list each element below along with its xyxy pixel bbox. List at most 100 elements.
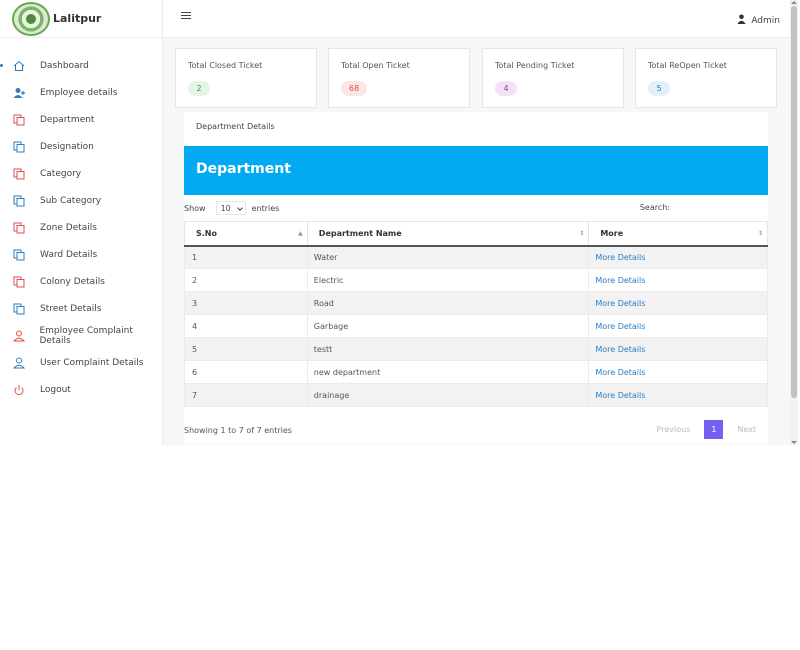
cell-department-name: drainage: [306, 383, 590, 407]
cell-sno: 7: [184, 383, 308, 407]
sidebar-item-label: Category: [40, 168, 82, 179]
stat-card-open: Total Open Ticket 68: [328, 48, 470, 108]
next-page-button[interactable]: Next: [737, 425, 756, 434]
column-header-label: S.No: [196, 228, 217, 238]
stat-badge: 68: [341, 81, 368, 96]
column-header-more[interactable]: More ⇕: [588, 221, 768, 247]
copy-icon: [12, 302, 26, 316]
entries-select[interactable]: 10: [215, 201, 246, 215]
person-icon: [12, 329, 25, 343]
stat-title: Total Open Ticket: [341, 61, 410, 70]
sidebar-item-ward-details[interactable]: Ward Details: [0, 241, 162, 268]
sidebar-item-department[interactable]: Department: [0, 106, 162, 133]
sidebar-item-designation[interactable]: Designation: [0, 133, 162, 160]
topbar: Admin: [163, 0, 790, 38]
cell-department-name: Electric: [306, 268, 590, 292]
user-menu[interactable]: Admin: [737, 14, 780, 27]
sidebar-item-logout[interactable]: Logout: [0, 376, 162, 403]
sidebar-item-label: Logout: [40, 384, 71, 395]
stat-badge: 4: [495, 81, 517, 96]
table-row: 2 Electric More Details: [184, 268, 768, 292]
copy-icon: [12, 140, 26, 154]
table-search: Search:: [640, 199, 768, 215]
cell-department-name: new department: [306, 360, 590, 384]
sidebar-item-label: Department: [40, 114, 95, 125]
scrollbar-thumb[interactable]: [791, 6, 797, 398]
stat-card-pending: Total Pending Ticket 4: [482, 48, 624, 108]
sidebar-item-user-complaint-details[interactable]: User Complaint Details: [0, 349, 162, 376]
sort-icon: ⇕: [757, 230, 763, 237]
copy-icon: [12, 221, 26, 235]
sidebar-item-label: Dashboard: [40, 60, 89, 71]
copy-icon: [12, 113, 26, 127]
scroll-up-icon[interactable]: [791, 1, 797, 4]
stat-badge: 2: [188, 81, 210, 96]
page-scrollbar[interactable]: [790, 0, 798, 445]
more-details-link[interactable]: More Details: [595, 298, 646, 308]
column-header-sno[interactable]: S.No ▲: [184, 221, 308, 247]
entries-label: entries: [251, 203, 280, 213]
panel-banner: Department: [184, 146, 768, 195]
column-header-label: Department Name: [318, 228, 402, 238]
more-details-link[interactable]: More Details: [595, 275, 646, 285]
app-shell: Lalitpur Dashboard Employee details: [0, 0, 790, 445]
stat-card-closed: Total Closed Ticket 2: [175, 48, 317, 108]
page-title: Department: [196, 161, 291, 177]
brand[interactable]: Lalitpur: [0, 0, 162, 38]
copy-icon: [12, 194, 26, 208]
cell-sno: 5: [184, 337, 308, 361]
sidebar-item-sub-category[interactable]: Sub Category: [0, 187, 162, 214]
sidebar-item-street-details[interactable]: Street Details: [0, 295, 162, 322]
table-row: 3 Road More Details: [184, 291, 768, 315]
pagination: Previous 1 Next: [657, 420, 756, 439]
sidebar-item-label: Sub Category: [40, 195, 102, 206]
more-details-link[interactable]: More Details: [595, 321, 646, 331]
table-row: 5 testt More Details: [184, 337, 768, 361]
cell-department-name: testt: [306, 337, 590, 361]
sidebar-item-colony-details[interactable]: Colony Details: [0, 268, 162, 295]
table-header-row: S.No ▲ Department Name ⇕ More ⇕: [184, 221, 768, 247]
table-row: 7 drainage More Details: [184, 383, 768, 407]
sidebar-item-employee-complaint-details[interactable]: Employee Complaint Details: [0, 322, 162, 349]
more-details-link[interactable]: More Details: [595, 367, 646, 377]
person-icon: [12, 356, 26, 370]
copy-icon: [12, 167, 26, 181]
sidebar-item-dashboard[interactable]: Dashboard: [0, 52, 162, 79]
sort-asc-icon: ▲: [298, 230, 303, 237]
sidebar-item-zone-details[interactable]: Zone Details: [0, 214, 162, 241]
sidebar-item-label: Colony Details: [40, 276, 105, 287]
more-details-link[interactable]: More Details: [595, 390, 646, 400]
cell-sno: 6: [184, 360, 308, 384]
menu-toggle-icon[interactable]: [181, 12, 191, 20]
home-icon: [12, 59, 26, 73]
column-header-department-name[interactable]: Department Name ⇕: [306, 221, 590, 247]
sidebar-item-label: Employee Complaint Details: [39, 325, 133, 346]
cell-sno: 1: [184, 245, 308, 269]
page-1-button[interactable]: 1: [704, 420, 724, 439]
sidebar-item-label: Designation: [40, 141, 94, 152]
brand-name: Lalitpur: [53, 12, 102, 25]
breadcrumb: Department Details: [196, 122, 275, 131]
sidebar-item-label: Zone Details: [40, 222, 97, 233]
sidebar-item-employee-details[interactable]: Employee details: [0, 79, 162, 106]
sidebar-item-category[interactable]: Category: [0, 160, 162, 187]
show-label: Show: [184, 203, 206, 213]
sidebar-item-label: Ward Details: [40, 249, 98, 260]
entries-length-control: Show 10 entries: [184, 201, 279, 215]
table-row: 6 new department More Details: [184, 360, 768, 384]
sort-icon: ⇕: [579, 230, 585, 237]
table-row: 1 Water More Details: [184, 245, 768, 269]
scroll-down-icon[interactable]: [791, 441, 797, 444]
stat-title: Total Pending Ticket: [495, 61, 575, 70]
stat-title: Total Closed Ticket: [188, 61, 263, 70]
active-indicator: [0, 64, 3, 67]
copy-icon: [12, 275, 26, 289]
search-label: Search:: [639, 202, 670, 212]
search-input[interactable]: [674, 199, 768, 215]
more-details-link[interactable]: More Details: [595, 344, 646, 354]
previous-page-button[interactable]: Previous: [656, 425, 691, 434]
power-icon: [12, 383, 26, 397]
sidebar-item-label: Street Details: [40, 303, 102, 314]
more-details-link[interactable]: More Details: [595, 252, 646, 262]
sidebar: Lalitpur Dashboard Employee details: [0, 0, 163, 445]
